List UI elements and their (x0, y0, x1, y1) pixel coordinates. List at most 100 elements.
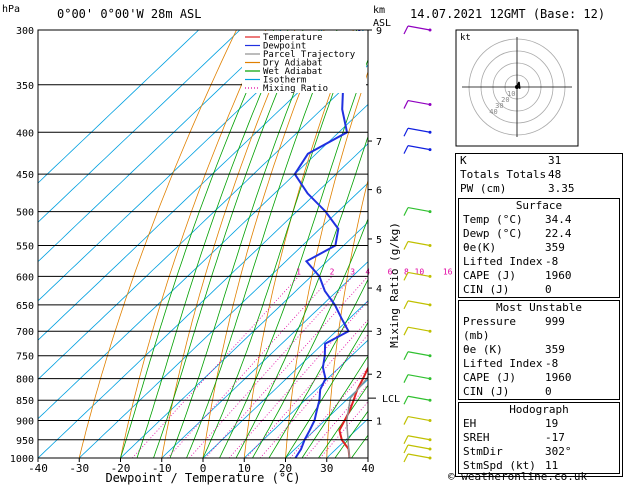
indices-value: 31 (548, 154, 562, 167)
surface-value: 1960 (545, 269, 572, 282)
plot-frame (37, 29, 369, 459)
wind-barb (407, 127, 431, 133)
wind-barb-dot (428, 354, 432, 358)
hodograph-table: Hodograph EH 19 SREH -17 StmDir 302° StmSpd (k… (458, 402, 620, 474)
pressure-tick-label: 700 (16, 327, 34, 338)
wind-barb (407, 444, 431, 450)
surface-row: Lifted Index -8 (459, 255, 619, 269)
pressure-unit-label: hPa (2, 4, 21, 15)
pressure-tick-label: 750 (16, 352, 34, 363)
hodograph-unit: kt (460, 33, 471, 43)
wind-barb-dot (428, 438, 432, 442)
mixing-ratio-label: 6 (388, 267, 393, 276)
hodograph-table-row: EH 19 (459, 417, 619, 431)
asl-label: ASL (373, 18, 392, 29)
wind-barb-dot (428, 447, 432, 451)
height-unit-label: km ASL (373, 4, 391, 30)
wind-barb-dot (428, 419, 432, 423)
pressure-tick-label: 950 (16, 436, 34, 447)
hodograph-table-label: SREH (463, 431, 490, 444)
wind-barb (407, 374, 431, 380)
most-unstable-row: θe (K) 359 (459, 343, 619, 357)
indices-label: PW (cm) (460, 182, 507, 195)
surface-label: Dewp (°C) (463, 227, 523, 240)
hodograph-storm-marker (515, 85, 519, 89)
mixing-ratio-axis-title: Mixing Ratio (g/kg) (388, 222, 401, 348)
most-unstable-value: 1960 (545, 371, 572, 384)
pressure-tick-label: 450 (16, 170, 34, 181)
lcl-label: LCL (382, 394, 400, 405)
mixing-ratio-label: 3 (350, 267, 355, 276)
wind-barb-flag (403, 127, 409, 137)
km-tick-label: 9 (376, 26, 382, 37)
wind-barb-flag (403, 326, 409, 336)
wet-adiabat-line (169, 30, 320, 458)
isotherm-line (38, 30, 282, 263)
isotherm-line (38, 30, 199, 184)
mixing-ratio-line (132, 276, 299, 458)
hodograph-table-value: -17 (545, 431, 565, 444)
hodograph-table-row: StmSpd (kt) 11 (459, 459, 619, 473)
most-unstable-table: Most Unstable Pressure (mb) 999 θe (K) 359 L… (458, 300, 620, 400)
date-title: 14.07.2021 12GMT (Base: 12) (410, 7, 606, 21)
surface-label: CAPE (J) (463, 269, 516, 282)
wind-barb-dot (428, 303, 432, 307)
dry-adiabat-line (78, 30, 237, 458)
pressure-tick-label: 350 (16, 81, 34, 92)
temp-tick-label: -10 (152, 462, 172, 475)
wind-barb-flag (403, 207, 409, 216)
temp-tick-label: -30 (69, 462, 89, 475)
wet-adiabat-line (153, 30, 304, 458)
surface-row: Temp (°C) 34.4 (459, 213, 619, 227)
mixing-ratio-label: 8 (404, 267, 409, 276)
surface-label: Lifted Index (463, 255, 543, 268)
wet-adiabat-line (202, 30, 358, 458)
pressure-tick-label: 900 (16, 417, 34, 428)
legend-label: Parcel Trajectory (263, 50, 356, 60)
wind-barb-flag (403, 25, 409, 35)
temp-tick-label: -40 (28, 462, 48, 475)
pressure-tick-label: 550 (16, 241, 34, 252)
mixing-ratio-line (246, 319, 368, 458)
wind-barb-dot (428, 329, 432, 333)
most-unstable-value: 999 (545, 315, 565, 328)
most-unstable-label: Pressure (mb) (463, 315, 516, 342)
wind-barb-dot (428, 274, 432, 278)
wind-barb-dot (428, 210, 432, 214)
wet-adiabat-line (301, 355, 368, 458)
wind-barb-flag (403, 241, 409, 250)
hodograph-table-row: SREH -17 (459, 431, 619, 445)
x-axis-title: Dewpoint / Temperature (°C) (105, 471, 300, 485)
most-unstable-label: CIN (J) (463, 385, 510, 398)
hodograph-ring-label: 20 (501, 96, 509, 104)
copyright-link[interactable]: © weatheronline.co.uk (448, 470, 588, 483)
pressure-tick-label: 850 (16, 396, 34, 407)
isotherm-line (38, 30, 364, 341)
wind-barb-dot (428, 103, 432, 107)
wind-barb (407, 207, 431, 213)
hodograph-table-value: 302° (545, 445, 572, 458)
dry-adiabat-line (161, 30, 296, 458)
surface-value: 0 (545, 283, 552, 296)
mixing-ratio-label: 16 (443, 267, 453, 276)
km-tick-label: 7 (376, 137, 382, 148)
legend-label: Temperature (263, 33, 323, 43)
surface-row: CAPE (J) 1960 (459, 269, 619, 283)
isotherm-line (244, 339, 368, 458)
temp-tick-label: 0 (200, 462, 207, 475)
wind-barb (407, 240, 431, 247)
wind-barb (407, 300, 431, 306)
wind-barb (407, 351, 431, 357)
indices-label: Totals Totals (460, 168, 547, 181)
wind-barb (407, 326, 431, 332)
km-tick-label: 2 (376, 370, 382, 381)
wet-adiabat-line (136, 30, 289, 458)
legend-label: Dewpoint (263, 42, 306, 52)
hodograph-table-value: 19 (545, 417, 559, 430)
hodograph-ring-label: 40 (489, 108, 497, 116)
wind-barb-flag (403, 453, 409, 463)
wet-adiabat-line (285, 321, 368, 458)
temperature-line (338, 365, 368, 458)
wind-barb (407, 395, 431, 401)
